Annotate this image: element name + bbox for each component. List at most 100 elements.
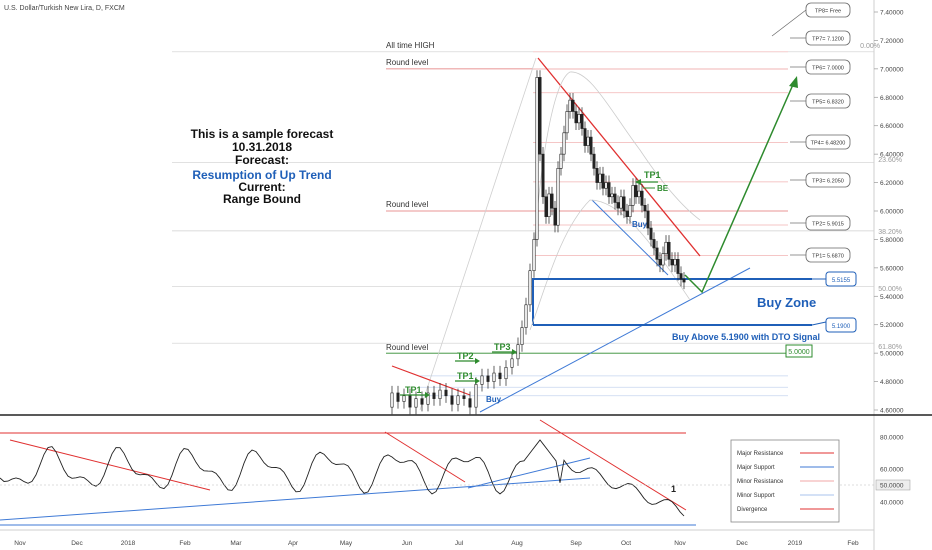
- time-tick-label: Mar: [230, 540, 242, 547]
- candle-body: [592, 153, 596, 169]
- price-tick-label: 5.80000: [880, 237, 904, 244]
- legend-label: Minor Support: [737, 493, 775, 499]
- target-callout-box: [805, 134, 851, 150]
- zone-callouts: 5.5155 5.1900 5.0000: [785, 271, 857, 358]
- candle-body: [619, 196, 623, 209]
- legend-label: Divergence: [737, 507, 768, 513]
- price-tick-label: 7.00000: [880, 66, 904, 73]
- candle-body: [450, 395, 454, 405]
- time-tick-label: Oct: [621, 540, 631, 547]
- be-label: BE: [657, 184, 669, 193]
- fib-50-label: 50.00%: [878, 286, 902, 293]
- tp3-label: TP3: [494, 342, 511, 352]
- upper-band: [532, 71, 701, 271]
- candle-body: [462, 395, 466, 399]
- candle-body: [595, 168, 599, 183]
- time-tick-label: Feb: [847, 540, 859, 547]
- rally-guide-line: [419, 57, 537, 411]
- oscillator-pane: 1: [0, 419, 874, 526]
- candle-body: [571, 99, 575, 112]
- legend-label: Minor Resistance: [737, 479, 784, 485]
- candle-body: [670, 259, 674, 266]
- candle-body: [613, 193, 617, 203]
- target-callout-box: [805, 30, 851, 46]
- target-callout-box: [805, 93, 851, 109]
- fib-382-label: 38.20%: [878, 229, 902, 236]
- candle-body: [580, 114, 584, 129]
- price-axis: 7.40000 7.20000 7.00000 6.80000 6.60000 6.400…: [874, 10, 904, 415]
- forecast-line2: 10.31.2018: [232, 140, 292, 154]
- candle-body: [408, 395, 412, 408]
- tp1-mid-label: TP1: [457, 371, 474, 381]
- zone-upper-callout-text: 5.5155: [832, 278, 851, 284]
- major-resistance-downtrend: [537, 57, 701, 257]
- tp1-mid-arrowhead: [475, 378, 480, 384]
- osc-minor-support: [467, 457, 591, 489]
- tp-markers: TP1 TP1 TP2 TP3 Buy Buy TP1 BE: [400, 170, 669, 404]
- target-callout-text: TP8= Free: [815, 9, 841, 15]
- candle-body: [480, 375, 484, 385]
- osc-tick-label: 80.0000: [880, 435, 904, 442]
- candle-body: [655, 247, 659, 260]
- candle-body: [498, 372, 502, 380]
- price-tick-label: 5.20000: [880, 322, 904, 329]
- all-time-high-label: All time HIGH: [386, 41, 435, 50]
- time-tick-label: Sep: [570, 540, 582, 547]
- price-tick-label: 6.00000: [880, 209, 904, 216]
- candle-body: [682, 278, 686, 283]
- candle-body: [559, 153, 563, 169]
- candle-body: [474, 384, 478, 408]
- candle-body: [414, 398, 418, 408]
- candle-body: [532, 239, 536, 272]
- osc-tick-label: 40.0000: [880, 500, 904, 507]
- candle-body: [486, 375, 490, 382]
- candle-body: [510, 358, 514, 368]
- time-axis: Nov Dec 2018 Feb Mar Apr May Jun Jul Aug Sep Oct Nov…: [14, 540, 859, 547]
- fib-618-label: 61.80%: [878, 344, 902, 351]
- target-callout-box: [805, 215, 851, 231]
- oscillator-line: [0, 439, 685, 517]
- support-5000-text: 5.0000: [788, 349, 810, 356]
- candle-body: [652, 239, 656, 249]
- candle-body: [643, 205, 647, 212]
- major-support-trendline: [479, 267, 751, 413]
- zone-lower-connector: [811, 321, 827, 326]
- candle-body: [616, 202, 620, 209]
- candle-body: [550, 193, 554, 209]
- osc-long-support: [0, 477, 591, 521]
- price-tick-label: 7.40000: [880, 10, 904, 17]
- candle-body: [562, 132, 566, 155]
- oscillator-axis: 80.0000 60.0000 50.0000 40.0000: [875, 435, 911, 507]
- candle-body: [390, 392, 394, 408]
- candle-body: [504, 367, 508, 380]
- price-tick-label: 4.80000: [880, 379, 904, 386]
- candle-body: [586, 136, 590, 146]
- candle-body: [432, 392, 436, 399]
- candle-body: [528, 270, 532, 306]
- candle-body: [553, 207, 557, 226]
- forecast-text-block: This is a sample forecast 10.31.2018 For…: [191, 127, 334, 206]
- forecast-line1: This is a sample forecast: [191, 127, 334, 141]
- osc-tick-label: 50.0000: [880, 483, 904, 490]
- candle-body: [556, 168, 560, 226]
- buy-label-upper: Buy: [632, 220, 648, 229]
- zone-lower-callout: [825, 317, 857, 333]
- candle-body: [601, 173, 605, 189]
- candle-body: [568, 99, 572, 112]
- round-level-label-mid: Round level: [386, 200, 428, 209]
- candle-body: [598, 173, 602, 183]
- time-tick-label: Jul: [455, 540, 464, 547]
- candle-body: [444, 389, 448, 397]
- candle-body: [589, 136, 593, 155]
- candle-body: [604, 182, 608, 189]
- candle-body: [664, 241, 668, 254]
- candle-body: [565, 111, 569, 134]
- target-callout-text: TP1= 5.6870: [812, 254, 844, 260]
- target-callout-pointer: [771, 9, 807, 37]
- candle-body: [667, 241, 671, 260]
- candle-body: [661, 253, 665, 266]
- round-level-label-low: Round level: [386, 343, 428, 352]
- candle-body: [649, 227, 653, 240]
- time-tick-label: Nov: [14, 540, 26, 547]
